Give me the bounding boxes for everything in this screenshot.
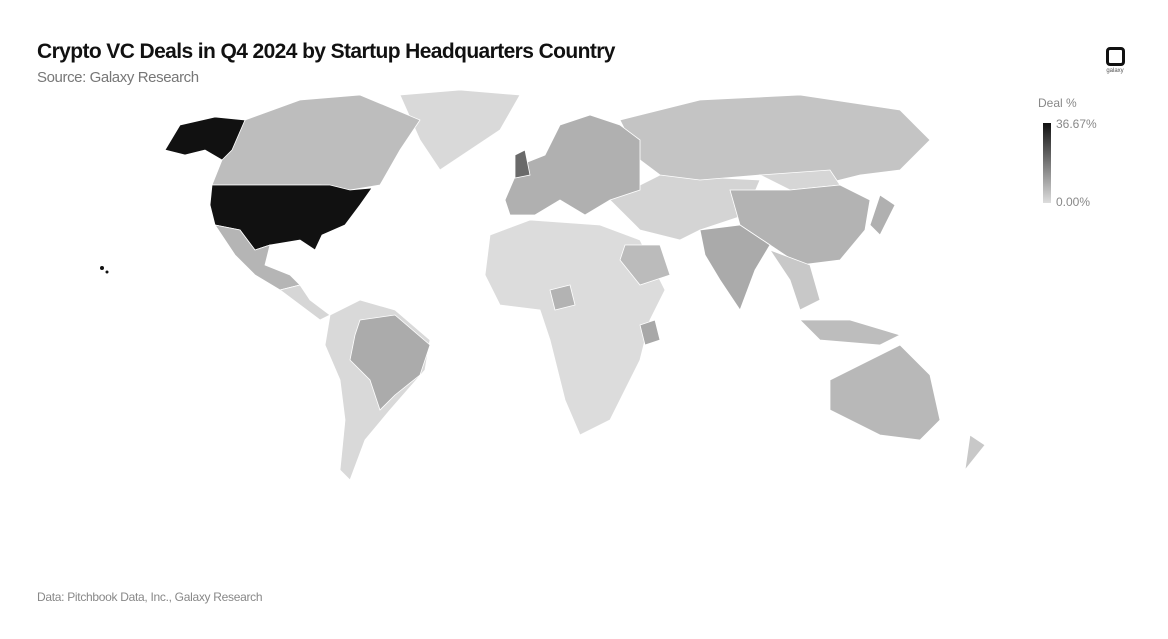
legend-colorbar [1043, 123, 1051, 203]
region-southeast-asia[interactable] [768, 249, 821, 311]
country-japan[interactable] [869, 194, 896, 236]
chart-title: Crypto VC Deals in Q4 2024 by Startup He… [37, 40, 615, 63]
country-hawaii[interactable] [100, 266, 104, 270]
galaxy-logo: galaxy [1100, 47, 1130, 74]
country-new-zealand[interactable] [964, 434, 986, 472]
galaxy-logo-icon [1105, 47, 1125, 66]
country-nigeria[interactable] [549, 284, 576, 311]
data-source-footer: Data: Pitchbook Data, Inc., Galaxy Resea… [37, 590, 263, 604]
region-africa[interactable] [484, 219, 666, 436]
country-indonesia[interactable] [799, 319, 902, 346]
country-united-kingdom[interactable] [514, 149, 531, 179]
country-india[interactable] [699, 224, 771, 311]
legend-min-label: 0.00% [1056, 195, 1091, 209]
country-mexico[interactable] [214, 224, 301, 291]
country-hawaii-2[interactable] [105, 270, 109, 274]
region-central-america[interactable] [279, 284, 331, 321]
country-greenland[interactable] [399, 89, 521, 171]
country-canada[interactable] [211, 94, 421, 191]
country-alaska[interactable] [164, 116, 246, 161]
country-australia[interactable] [829, 344, 941, 441]
country-russia[interactable] [619, 94, 931, 186]
country-kenya[interactable] [639, 319, 661, 346]
region-europe[interactable] [504, 114, 641, 216]
country-saudi-arabia[interactable] [619, 244, 671, 286]
logo-text: galaxy [1106, 68, 1124, 74]
legend-max-label: 36.67% [1056, 117, 1097, 131]
legend-title: Deal % [1038, 96, 1077, 110]
chart-subtitle: Source: Galaxy Research [37, 69, 199, 86]
country-brazil[interactable] [349, 314, 431, 411]
